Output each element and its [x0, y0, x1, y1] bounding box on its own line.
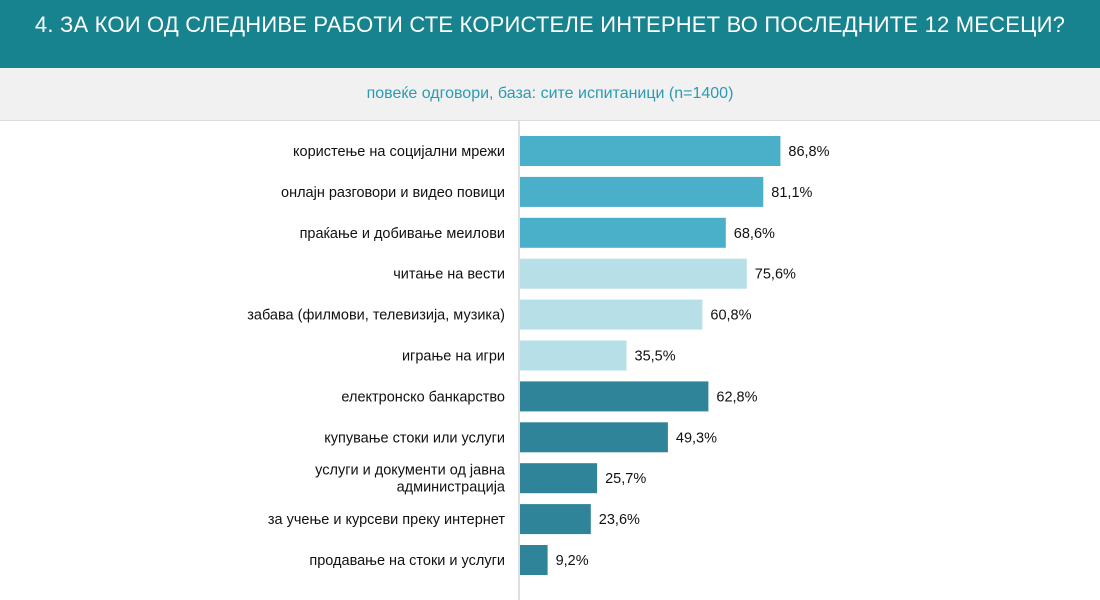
page-title: 4. ЗА КОИ ОД СЛЕДНИВЕ РАБОТИ СТЕ КОРИСТЕ…: [34, 12, 1066, 37]
category-label: онлајн разговори и видео повици: [281, 185, 505, 201]
bar: [520, 463, 598, 494]
category-label: читање на вести: [393, 267, 505, 283]
category-label: забава (филмови, телевизија, музика): [247, 308, 505, 324]
category-label: играње на игри: [402, 349, 505, 365]
category-label-line: продавање на стоки и услуги: [309, 553, 505, 569]
bar: [520, 545, 548, 575]
category-label-line: праќање и добивање меилови: [300, 226, 505, 242]
data-label: 62,8%: [716, 389, 757, 405]
bar: [520, 422, 668, 453]
category-label: продавање на стоки и услуги: [309, 553, 505, 569]
data-label: 60,8%: [710, 308, 751, 324]
bar: [520, 504, 591, 535]
category-label-line: читање на вести: [393, 267, 505, 283]
category-label: за учење и курсеви преку интернет: [268, 512, 505, 528]
category-label-line: купување стоки или услуги: [324, 430, 505, 446]
bar: [520, 217, 726, 248]
category-label: електронско банкарство: [341, 389, 505, 405]
bar: [520, 340, 627, 371]
category-label-line: за учење и курсеви преку интернет: [268, 512, 505, 528]
data-label: 35,5%: [635, 349, 676, 365]
data-label: 23,6%: [599, 512, 640, 528]
category-label: купување стоки или услуги: [324, 430, 505, 446]
category-label-line: користење на социјални мрежи: [293, 144, 505, 160]
bar: [520, 136, 781, 166]
header-banner: 4. ЗА КОИ ОД СЛЕДНИВЕ РАБОТИ СТЕ КОРИСТЕ…: [0, 0, 1100, 68]
category-label: праќање и добивање меилови: [300, 226, 505, 242]
data-label: 86,8%: [788, 144, 829, 160]
bar: [520, 176, 764, 207]
subheader-bar: повеќе одговори, база: сите испитаници (…: [0, 68, 1100, 121]
bar-chart: 86,8% користење на социјални мрежи 81,1% он…: [247, 121, 830, 600]
data-label: 49,3%: [676, 430, 717, 446]
data-label: 68,6%: [734, 226, 775, 242]
category-label-line: играње на игри: [402, 349, 505, 365]
category-label: користење на социјални мрежи: [293, 144, 505, 160]
category-label-line: онлајн разговори и видео повици: [281, 185, 505, 201]
data-label: 75,6%: [755, 267, 796, 283]
category-label-line: услуги и документи од јавна: [315, 463, 506, 479]
category-label-line: администрација: [397, 480, 506, 496]
category-label-line: електронско банкарство: [341, 389, 505, 405]
bar: [520, 299, 703, 330]
data-label: 9,2%: [556, 553, 589, 569]
data-label: 81,1%: [771, 185, 812, 201]
category-label-line: забава (филмови, телевизија, музика): [247, 308, 505, 324]
subtitle: повеќе одговори, база: сите испитаници (…: [366, 85, 734, 102]
bar: [520, 258, 747, 289]
data-label: 25,7%: [605, 471, 646, 487]
bar: [520, 381, 709, 412]
category-label: услуги и документи од јавна администрациј…: [315, 463, 506, 496]
